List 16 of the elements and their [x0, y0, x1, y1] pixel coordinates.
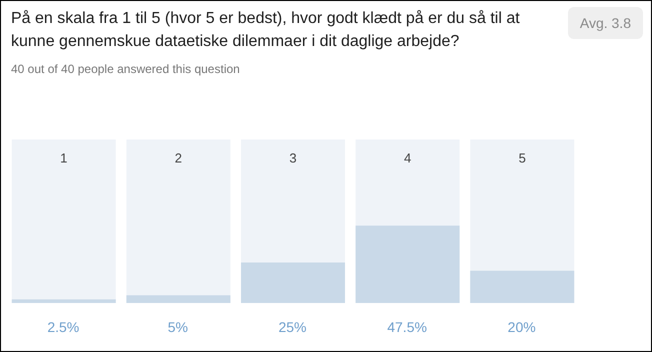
data-label: 5%	[166, 318, 189, 337]
bar	[12, 299, 116, 303]
text: Avg. 3.8	[568, 7, 643, 39]
x-tick-label: 4	[404, 150, 412, 166]
x-tick-label: 2	[174, 150, 182, 166]
bar	[470, 270, 574, 303]
data-label: 25%	[277, 318, 308, 337]
chart-title: På en skala fra 1 til 5 (hvor 5 er bedst), hvor godt klædt på er du så til at kunne gennemskue dataetiske dilemmaer i dit daglige arbejde?	[11, 9, 521, 52]
chart-subtitle: 40 out of 40 people answered this question	[11, 61, 240, 78]
data-label: 2.5%	[46, 318, 80, 337]
data-label: 47.5%	[386, 318, 428, 337]
x-tick-label: 3	[289, 150, 297, 166]
data-label: 20%	[506, 318, 537, 337]
bar	[126, 295, 230, 303]
x-tick-label: 1	[60, 150, 68, 166]
x-tick-label: 5	[518, 150, 526, 166]
